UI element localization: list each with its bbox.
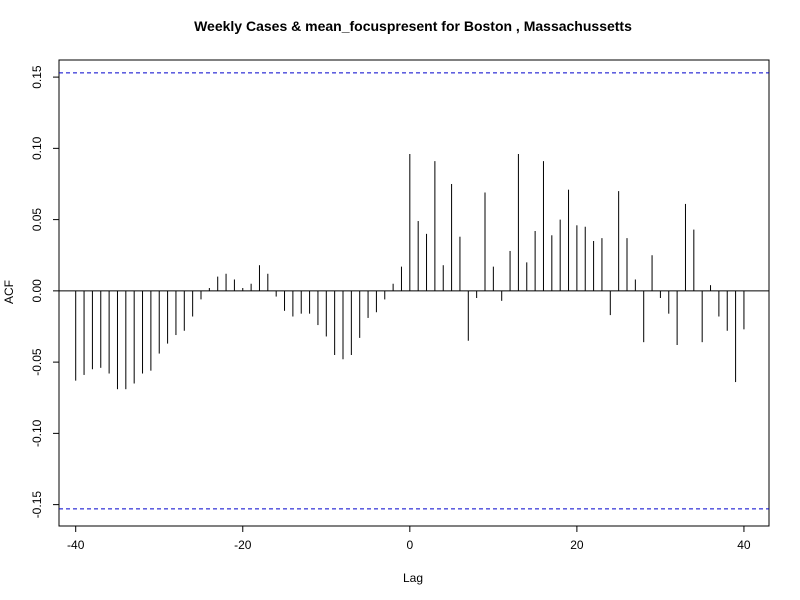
plot-box bbox=[58, 59, 770, 527]
chart-title: Weekly Cases & mean_focuspresent for Bos… bbox=[194, 18, 632, 34]
x-axis-label: Lag bbox=[403, 571, 423, 585]
y-tick-label: -0.15 bbox=[30, 491, 44, 519]
y-tick-label: 0.15 bbox=[30, 65, 44, 89]
x-tick-label: 40 bbox=[737, 538, 751, 552]
x-tick-label: 0 bbox=[406, 538, 413, 552]
y-tick-label: 0.05 bbox=[30, 208, 44, 232]
x-tick-label: 20 bbox=[570, 538, 584, 552]
y-axis-label: ACF bbox=[2, 280, 16, 304]
y-tick-label: 0.00 bbox=[30, 279, 44, 303]
y-tick-label: -0.05 bbox=[30, 348, 44, 376]
chart-marks: -40 -20 0 20 40 -0.15 -0.10 -0.05 0.00 0.05 0.10 0.… bbox=[30, 65, 769, 552]
x-tick-label: -40 bbox=[67, 538, 85, 552]
y-tick-label: -0.10 bbox=[30, 419, 44, 447]
x-tick-label: -20 bbox=[234, 538, 252, 552]
y-tick-label: 0.10 bbox=[30, 136, 44, 160]
